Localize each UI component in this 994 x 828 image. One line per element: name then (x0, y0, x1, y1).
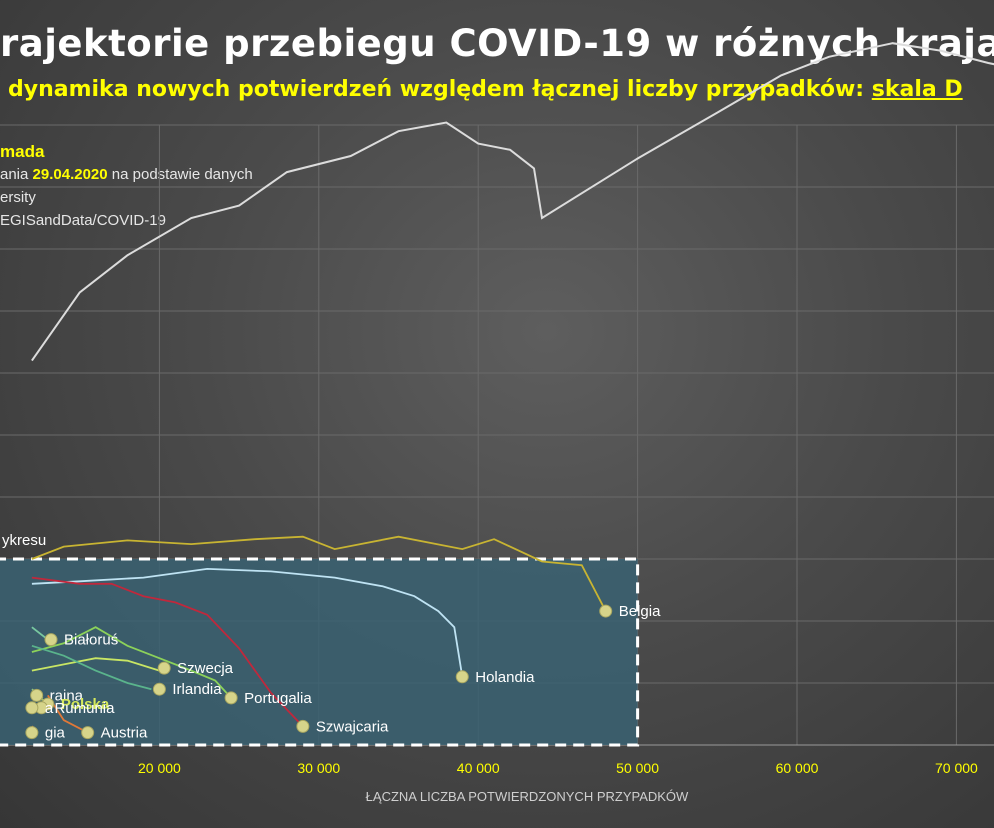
series-line-irlandia (31, 644, 152, 691)
endpoint-marker (30, 688, 44, 702)
series-line-portugalia (31, 626, 232, 699)
endpoint-label: Irlandia (172, 681, 222, 698)
x-axis-title: ŁĄCZNA LICZBA POTWIERDZONYCH PRZYPADKÓW (366, 789, 689, 804)
credit-line-3: EGISandData/COVID-19 (0, 212, 166, 229)
endpoint-label: raina (50, 687, 84, 704)
x-ticks-group: 20 000 30 000 40 000 50 000 60 000 70 000 (138, 760, 978, 776)
endpoint-label: Rumunia (54, 700, 115, 717)
endpoint-label: Austria (101, 725, 148, 742)
endpoint-marker (224, 691, 238, 705)
series-line-belgia (31, 535, 607, 612)
x-tick-label: 70 000 (935, 760, 978, 776)
endpoint-marker (455, 670, 469, 684)
endpoint-marker (25, 701, 39, 715)
chart-subtitle: dynamika nowych potwierdzeń względem łąc… (8, 77, 963, 102)
x-tick-label: 20 000 (138, 760, 181, 776)
endpoint-marker (44, 633, 58, 647)
endpoint-label: Holandia (475, 669, 535, 686)
subtitle-text: dynamika nowych potwierdzeń względem łąc… (8, 77, 872, 102)
endpoint-marker (157, 661, 171, 675)
endpoint-label: a (45, 700, 54, 717)
scale-link[interactable]: skala D (871, 77, 963, 102)
credit-author: mada (0, 142, 45, 161)
series-group (31, 535, 607, 734)
credit-date: 29.04.2020 (32, 166, 108, 183)
endpoint-label: Szwecja (177, 660, 234, 677)
endpoint-marker (25, 726, 39, 740)
x-tick-label: 50 000 (616, 760, 659, 776)
x-tick-label: 30 000 (297, 760, 340, 776)
zoom-region[interactable] (0, 557, 640, 747)
endpoint-marker (296, 719, 310, 733)
main-trajectory-line (31, 42, 994, 362)
endpoint-label: Belgia (619, 603, 661, 620)
zoom-label: ykresu (2, 532, 46, 549)
endpoint-marker (152, 682, 166, 696)
endpoint-label: Białoruś (64, 632, 118, 649)
endpoint-label: Polska (61, 696, 110, 713)
series-line-szwecja (31, 657, 160, 672)
credit-block: mada ania 29.04.2020 na podstawie danych… (0, 140, 253, 232)
main-line-group (31, 42, 994, 362)
endpoint-marker (81, 726, 95, 740)
endpoint-label: Portugalia (244, 690, 312, 707)
endpoint-marker (599, 604, 613, 618)
x-tick-label: 40 000 (457, 760, 500, 776)
endpoint-label: gia (45, 725, 66, 742)
series-line-holandia (31, 567, 464, 677)
series-line-szwajcaria (31, 576, 304, 728)
credit-line-1: ania 29.04.2020 na podstawie danych (0, 166, 253, 183)
endpoint-label: Szwajcaria (316, 718, 389, 735)
credit-line-2: ersity (0, 189, 36, 206)
x-tick-label: 60 000 (776, 760, 819, 776)
